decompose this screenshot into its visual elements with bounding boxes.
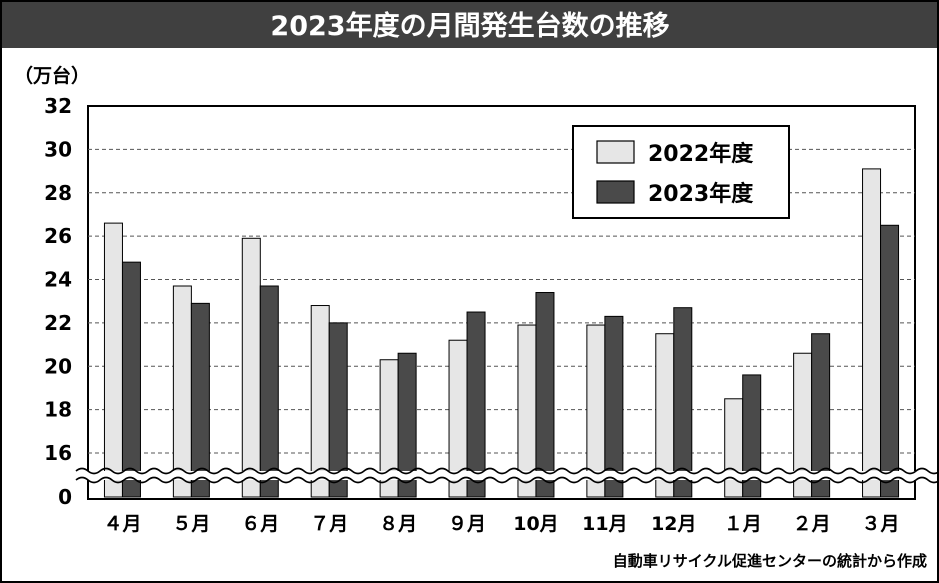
bar-2023 — [397, 352, 417, 498]
bar-2023 — [466, 311, 486, 498]
bar-2023 — [259, 285, 279, 498]
bar-2023 — [742, 374, 762, 498]
y-tick-label: 24 — [44, 268, 72, 292]
y-tick-label: 32 — [44, 94, 72, 118]
x-tick-label: ２月 — [793, 513, 831, 535]
x-tick-label: ４月 — [103, 513, 141, 535]
bar-2023 — [604, 315, 624, 498]
bar-2023 — [880, 224, 900, 498]
x-tick-label: 10月 — [513, 513, 558, 535]
y-tick-label: 0 — [58, 485, 72, 509]
x-tick-label: ７月 — [310, 513, 348, 535]
x-tick-label: 12月 — [651, 513, 696, 535]
legend-label-2022: 2022年度 — [648, 141, 754, 167]
x-tick-label: ８月 — [379, 513, 417, 535]
bars — [103, 168, 900, 498]
bar-2023 — [535, 292, 555, 498]
axis-break — [75, 467, 939, 484]
bar-2023 — [121, 261, 141, 498]
chart-title: 2023年度の月間発生台数の推移 — [270, 10, 669, 42]
bar-2022 — [241, 237, 261, 498]
x-tick-label: ９月 — [448, 513, 486, 535]
y-tick-label: 16 — [44, 441, 72, 465]
title-bar — [2, 2, 937, 48]
axis-break-line-upper — [75, 467, 939, 475]
y-tick-label: 26 — [44, 224, 72, 248]
x-tick-label: ５月 — [172, 513, 210, 535]
bar-2023 — [190, 302, 210, 498]
bar-2022 — [172, 285, 192, 498]
legend: 2022年度 2023年度 — [572, 125, 790, 219]
y-tick-label: 30 — [44, 137, 72, 161]
bar-2022 — [862, 168, 882, 498]
plot-frame — [87, 105, 916, 500]
x-tick-label: 11月 — [582, 513, 627, 535]
x-tick-labels: ４月 ５月 ６月 ７月 ８月 ９月 10月 11月 12月 １月 ２月 ３月 — [103, 513, 899, 535]
y-axis-unit-label: （万台） — [14, 64, 90, 87]
bar-2023 — [673, 307, 693, 498]
bar-2023 — [811, 333, 831, 498]
y-tick-label: 20 — [44, 354, 72, 378]
source-note: 自動車リサイクル促進センターの統計から作成 — [613, 552, 927, 570]
x-tick-label: ６月 — [241, 513, 279, 535]
bar-2023 — [328, 322, 348, 498]
y-tick-label: 22 — [44, 311, 72, 335]
x-tick-label: １月 — [724, 513, 762, 535]
legend-label-2023: 2023年度 — [648, 181, 754, 207]
y-tick-labels: 32 30 28 26 24 22 20 18 16 0 — [44, 94, 72, 509]
legend-swatch-2023 — [596, 180, 635, 204]
bar-2022 — [103, 222, 123, 498]
x-tick-label: ３月 — [862, 513, 900, 535]
axis-break-line-lower — [75, 476, 939, 484]
axis-break-band — [78, 471, 926, 480]
legend-swatch-2022 — [596, 140, 635, 164]
y-tick-label: 18 — [44, 398, 72, 422]
y-tick-label: 28 — [44, 181, 72, 205]
